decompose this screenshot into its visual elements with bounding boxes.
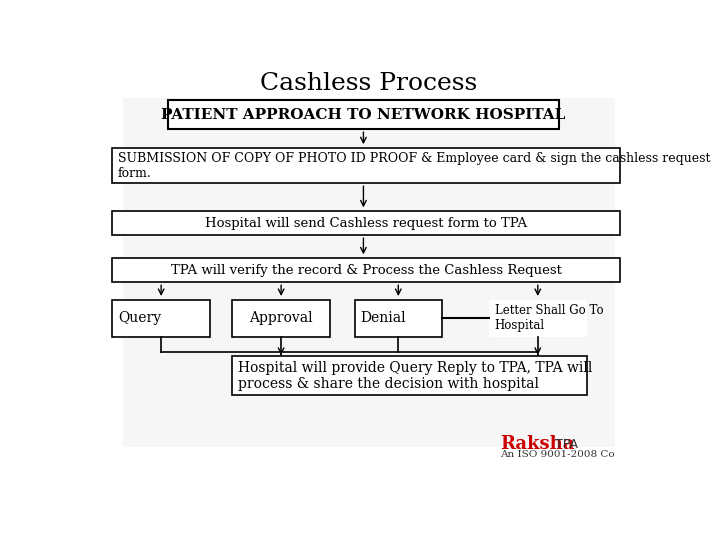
FancyBboxPatch shape: [355, 300, 441, 337]
Text: Denial: Denial: [361, 312, 406, 326]
Text: Hospital will provide Query Reply to TPA, TPA will
process & share the decision : Hospital will provide Query Reply to TPA…: [238, 361, 593, 391]
Text: Letter Shall Go To
Hospital: Letter Shall Go To Hospital: [495, 305, 603, 333]
Text: Raksha: Raksha: [500, 435, 575, 453]
Text: TPA: TPA: [555, 437, 578, 450]
Text: Cashless Process: Cashless Process: [261, 72, 477, 95]
FancyBboxPatch shape: [112, 211, 620, 235]
Text: Query: Query: [118, 312, 161, 326]
Text: Hospital will send Cashless request form to TPA: Hospital will send Cashless request form…: [205, 217, 527, 230]
FancyBboxPatch shape: [489, 300, 587, 337]
Text: Approval: Approval: [249, 312, 313, 326]
FancyBboxPatch shape: [112, 258, 620, 282]
FancyBboxPatch shape: [233, 300, 330, 337]
Text: TPA will verify the record & Process the Cashless Request: TPA will verify the record & Process the…: [171, 264, 562, 276]
Text: SUBMISSION OF COPY OF PHOTO ID PROOF & Employee card & sign the cashless request: SUBMISSION OF COPY OF PHOTO ID PROOF & E…: [118, 152, 711, 180]
Text: PATIENT APPROACH TO NETWORK HOSPITAL: PATIENT APPROACH TO NETWORK HOSPITAL: [161, 107, 566, 122]
FancyBboxPatch shape: [233, 356, 587, 395]
Text: An ISO 9001-2008 Co: An ISO 9001-2008 Co: [500, 450, 615, 459]
FancyBboxPatch shape: [112, 148, 620, 183]
FancyBboxPatch shape: [124, 98, 615, 447]
FancyBboxPatch shape: [168, 100, 559, 129]
FancyBboxPatch shape: [112, 300, 210, 337]
